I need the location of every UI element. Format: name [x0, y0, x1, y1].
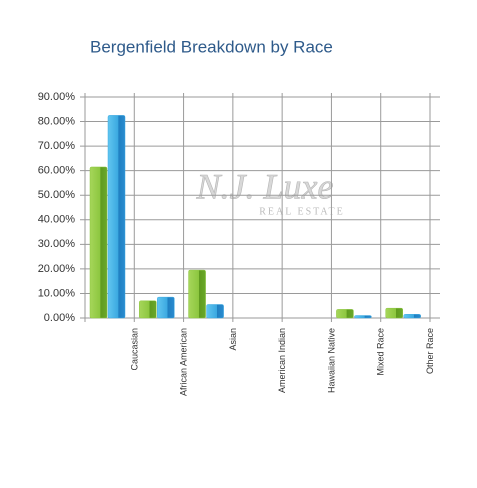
bar: [336, 309, 354, 319]
y-tick-label: 10.00%: [38, 287, 76, 299]
bar: [157, 296, 175, 319]
y-tick-label: 70.00%: [38, 140, 76, 152]
bar: [188, 269, 206, 319]
bar: [403, 314, 421, 319]
watermark: N.J. Luxe: [196, 166, 334, 206]
x-tick-label: Hawaiian Native: [326, 328, 336, 393]
chart-title: Bergenfield Breakdown by Race: [90, 37, 333, 56]
y-tick-label: 60.00%: [38, 165, 76, 177]
y-tick-label: 30.00%: [38, 238, 76, 250]
x-tick-label: Other Race: [425, 328, 435, 374]
x-tick-label: Caucasian: [129, 328, 139, 371]
bar: [354, 315, 372, 319]
y-tick-label: 90.00%: [38, 91, 76, 103]
x-tick-label: Mixed Race: [376, 328, 386, 376]
bar: [385, 307, 403, 319]
watermark-subtitle: REAL ESTATE: [259, 206, 345, 217]
bar: [89, 166, 108, 319]
y-tick-label: 80.00%: [38, 115, 76, 127]
bar: [107, 115, 126, 319]
bar: [139, 300, 157, 319]
y-tick-label: 50.00%: [38, 189, 76, 201]
y-tick-label: 40.00%: [38, 214, 76, 226]
bar: [206, 304, 224, 319]
x-tick-label: African American: [179, 328, 189, 396]
y-tick-label: 20.00%: [38, 263, 76, 275]
x-tick-label: Asian: [228, 328, 238, 351]
y-tick-label: 0.00%: [44, 312, 75, 324]
x-tick-label: American Indian: [277, 328, 287, 393]
